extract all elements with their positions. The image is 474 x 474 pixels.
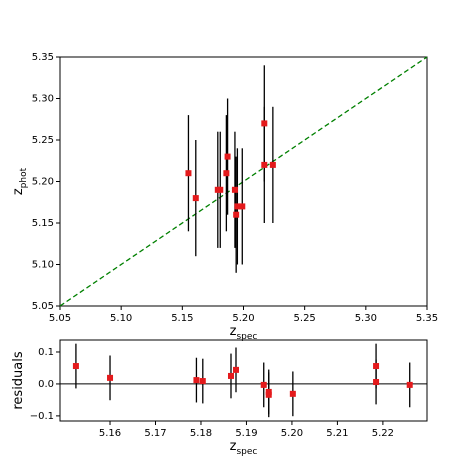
x-axis-label-main: z	[230, 439, 237, 454]
x-axis-label: zspec	[230, 439, 258, 457]
x-tick-label: 5.15	[171, 313, 193, 324]
x-tick-label: 5.18	[190, 428, 212, 439]
x-tick-label: 5.21	[326, 428, 348, 439]
y-axis-label-sub: phot	[19, 167, 29, 188]
data-point	[260, 381, 267, 388]
x-tick-label: 5.35	[416, 313, 438, 324]
data-point	[199, 378, 206, 385]
data-point	[239, 203, 246, 210]
y-tick-label: 0.1	[38, 347, 54, 358]
data-point	[227, 372, 234, 379]
data-point	[193, 377, 200, 384]
y-axis-label: zphot	[11, 167, 29, 195]
data-point	[231, 186, 238, 193]
x-tick-label: 5.20	[232, 313, 254, 324]
y-tick-label: 5.20	[32, 177, 54, 188]
x-tick-label: 5.17	[144, 428, 166, 439]
x-tick-label: 5.25	[294, 313, 316, 324]
y-tick-label: 5.10	[32, 260, 54, 271]
x-axis-label-sub: spec	[236, 332, 257, 342]
data-point	[373, 379, 380, 386]
data-point	[289, 390, 296, 397]
y-tick-label: 5.15	[32, 218, 54, 229]
data-point	[72, 363, 79, 370]
y-axis-label: residuals	[11, 351, 26, 410]
x-tick-label: 5.20	[281, 428, 303, 439]
data-point	[223, 170, 230, 177]
data-point	[232, 366, 239, 373]
x-axis-label: zspec	[230, 324, 258, 342]
x-tick-label: 5.22	[372, 428, 394, 439]
identity-line	[59, 56, 428, 307]
y-axis-label-main: residuals	[11, 351, 26, 410]
plot-frame	[59, 339, 428, 422]
data-point	[265, 391, 272, 398]
x-tick-label: 5.30	[355, 313, 377, 324]
y-axis-label-main: z	[11, 188, 26, 195]
data-point	[234, 203, 241, 210]
data-point	[406, 381, 413, 388]
data-point	[217, 186, 224, 193]
x-tick-label: 5.19	[235, 428, 257, 439]
y-tick-label: 0.0	[38, 379, 54, 390]
data-point	[107, 374, 114, 381]
y-tick-label: 5.30	[32, 94, 54, 105]
data-point	[233, 211, 240, 218]
data-point	[224, 153, 231, 160]
x-axis-label-main: z	[230, 324, 237, 339]
x-axis-label-sub: spec	[236, 447, 257, 457]
data-point	[261, 120, 268, 127]
x-tick-label: 5.05	[49, 313, 71, 324]
x-tick-label: 5.10	[110, 313, 132, 324]
y-tick-label: 5.35	[32, 52, 54, 63]
data-point	[261, 161, 268, 168]
data-point	[269, 161, 276, 168]
y-tick-label: 5.05	[32, 301, 54, 312]
y-tick-label: −0.1	[30, 411, 54, 422]
data-point	[192, 195, 199, 202]
x-tick-label: 5.16	[99, 428, 121, 439]
y-tick-label: 5.25	[32, 135, 54, 146]
data-point	[373, 363, 380, 370]
data-point	[185, 170, 192, 177]
